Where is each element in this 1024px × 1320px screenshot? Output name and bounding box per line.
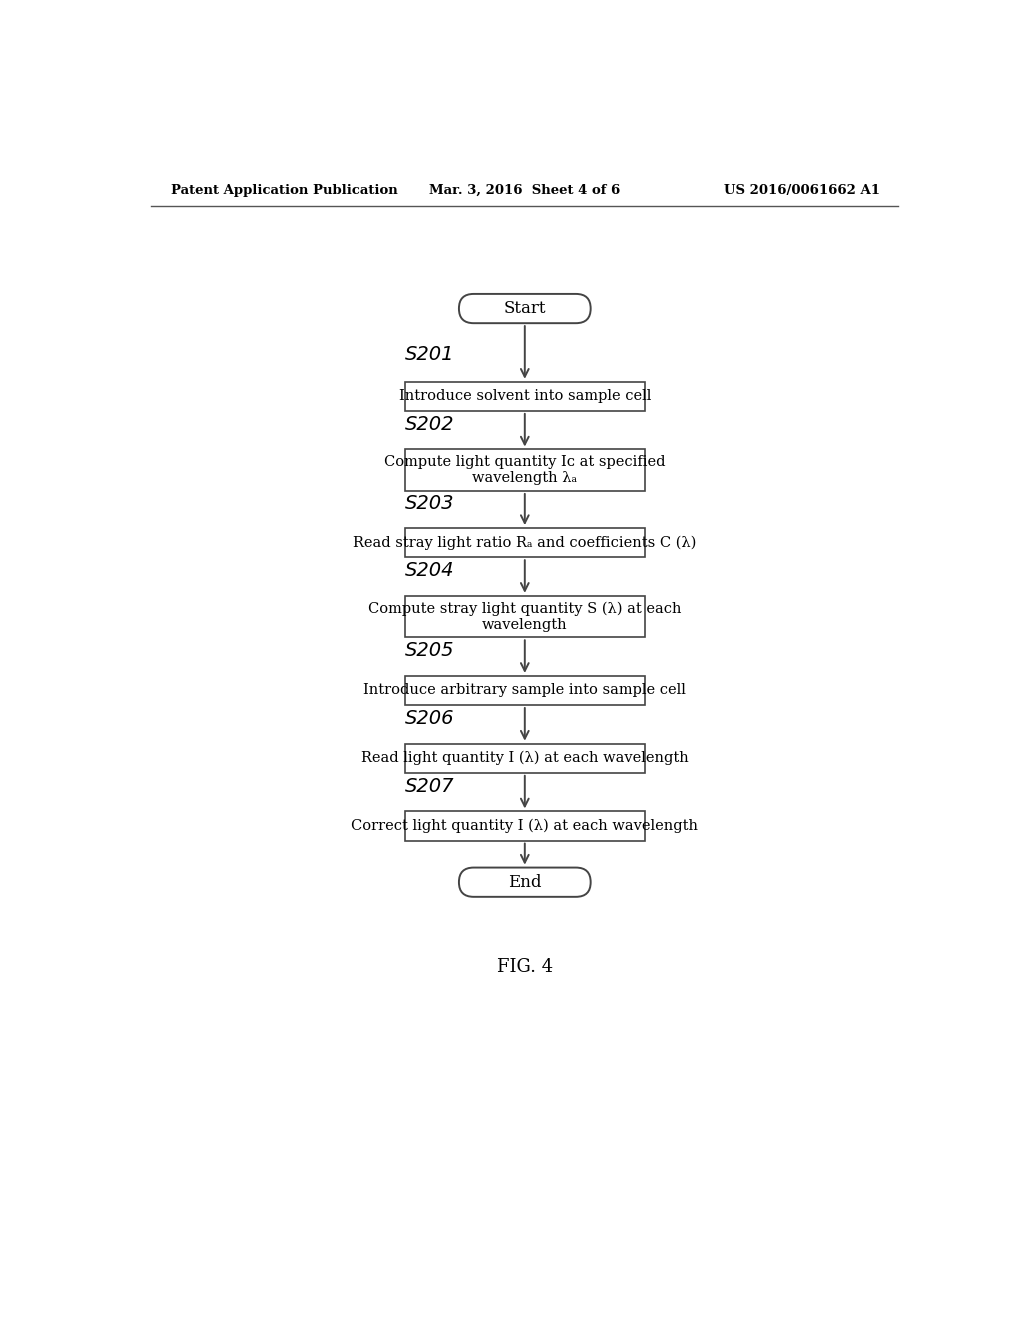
Text: S205: S205: [404, 642, 455, 660]
FancyBboxPatch shape: [404, 528, 645, 557]
Text: Start: Start: [504, 300, 546, 317]
Text: S204: S204: [404, 561, 455, 581]
Text: Read stray light ratio Rₐ and coefficients C (λ): Read stray light ratio Rₐ and coefficien…: [353, 536, 696, 550]
FancyBboxPatch shape: [404, 595, 645, 638]
FancyBboxPatch shape: [404, 812, 645, 841]
Text: Compute stray light quantity S (λ) at each
wavelength: Compute stray light quantity S (λ) at ea…: [368, 601, 682, 632]
FancyBboxPatch shape: [404, 743, 645, 774]
Text: S201: S201: [404, 345, 455, 364]
Text: FIG. 4: FIG. 4: [497, 958, 553, 975]
Text: Compute light quantity Iᴄ at specified
wavelength λₐ: Compute light quantity Iᴄ at specified w…: [384, 455, 666, 486]
Text: US 2016/0061662 A1: US 2016/0061662 A1: [724, 185, 880, 197]
FancyBboxPatch shape: [404, 676, 645, 705]
Text: Patent Application Publication: Patent Application Publication: [171, 185, 397, 197]
Text: S206: S206: [404, 709, 455, 729]
Text: S203: S203: [404, 494, 455, 512]
Text: End: End: [508, 874, 542, 891]
Text: S202: S202: [404, 414, 455, 434]
FancyBboxPatch shape: [459, 294, 591, 323]
Text: Correct light quantity I (λ) at each wavelength: Correct light quantity I (λ) at each wav…: [351, 818, 698, 833]
FancyBboxPatch shape: [404, 449, 645, 491]
Text: Mar. 3, 2016  Sheet 4 of 6: Mar. 3, 2016 Sheet 4 of 6: [429, 185, 621, 197]
FancyBboxPatch shape: [459, 867, 591, 896]
Text: Introduce solvent into sample cell: Introduce solvent into sample cell: [398, 389, 651, 404]
Text: Introduce arbitrary sample into sample cell: Introduce arbitrary sample into sample c…: [364, 684, 686, 697]
Text: Read light quantity I (λ) at each wavelength: Read light quantity I (λ) at each wavele…: [360, 751, 689, 766]
Text: S207: S207: [404, 777, 455, 796]
FancyBboxPatch shape: [404, 381, 645, 411]
